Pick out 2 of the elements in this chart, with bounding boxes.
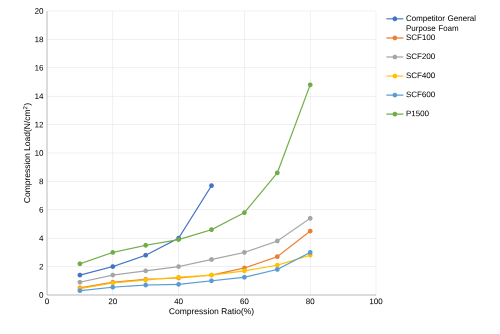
x-axis-title: Compression Ratio(%) (169, 308, 254, 316)
y-axis-title: Compression Load(N/cm$^{2}$) (23, 103, 32, 203)
